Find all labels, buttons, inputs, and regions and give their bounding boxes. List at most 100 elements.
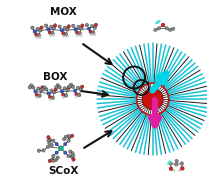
- Circle shape: [37, 34, 41, 37]
- Circle shape: [71, 24, 75, 27]
- Circle shape: [54, 88, 57, 91]
- Circle shape: [71, 134, 74, 138]
- Circle shape: [49, 34, 51, 36]
- Circle shape: [64, 33, 68, 36]
- Circle shape: [79, 88, 82, 91]
- Circle shape: [40, 26, 43, 29]
- Circle shape: [62, 32, 65, 35]
- Circle shape: [55, 86, 58, 89]
- Circle shape: [28, 86, 32, 89]
- Circle shape: [62, 96, 65, 98]
- Circle shape: [50, 25, 53, 29]
- Circle shape: [60, 29, 64, 32]
- Circle shape: [180, 162, 184, 165]
- Circle shape: [75, 93, 78, 96]
- Circle shape: [75, 95, 78, 98]
- Circle shape: [44, 24, 48, 27]
- Circle shape: [50, 143, 53, 147]
- Circle shape: [179, 169, 181, 171]
- Circle shape: [31, 26, 34, 29]
- Circle shape: [43, 86, 46, 89]
- Circle shape: [55, 142, 58, 146]
- Circle shape: [74, 28, 77, 31]
- Circle shape: [37, 87, 40, 90]
- Circle shape: [71, 85, 75, 88]
- Circle shape: [51, 32, 54, 35]
- Circle shape: [77, 25, 80, 29]
- Text: MOX: MOX: [50, 7, 77, 17]
- Circle shape: [71, 152, 74, 155]
- Circle shape: [90, 33, 92, 36]
- Circle shape: [64, 151, 67, 154]
- Circle shape: [73, 89, 77, 93]
- Circle shape: [85, 23, 88, 27]
- Circle shape: [81, 24, 84, 27]
- Circle shape: [45, 88, 48, 91]
- Circle shape: [34, 33, 38, 36]
- Circle shape: [47, 136, 50, 139]
- Circle shape: [80, 34, 82, 36]
- Circle shape: [49, 98, 51, 100]
- Circle shape: [52, 27, 56, 30]
- Circle shape: [60, 90, 64, 93]
- Text: SCoX: SCoX: [49, 166, 79, 176]
- Circle shape: [94, 23, 98, 26]
- Circle shape: [52, 159, 55, 162]
- Circle shape: [63, 26, 67, 29]
- Circle shape: [48, 31, 52, 34]
- Circle shape: [80, 85, 84, 88]
- Circle shape: [157, 27, 161, 30]
- Circle shape: [172, 27, 175, 30]
- Circle shape: [68, 85, 71, 88]
- Circle shape: [42, 149, 45, 152]
- Circle shape: [174, 163, 178, 166]
- Circle shape: [67, 134, 70, 138]
- Circle shape: [154, 28, 157, 32]
- Circle shape: [30, 84, 33, 87]
- Circle shape: [56, 156, 60, 159]
- Circle shape: [64, 142, 67, 146]
- Circle shape: [41, 86, 44, 89]
- Circle shape: [161, 23, 165, 27]
- Circle shape: [34, 90, 37, 93]
- Circle shape: [64, 135, 68, 139]
- Circle shape: [97, 43, 208, 155]
- Circle shape: [78, 32, 81, 35]
- Circle shape: [76, 34, 79, 36]
- Circle shape: [63, 87, 67, 90]
- Circle shape: [52, 139, 55, 143]
- Circle shape: [92, 31, 95, 34]
- Circle shape: [69, 150, 72, 153]
- Circle shape: [67, 86, 71, 89]
- Circle shape: [41, 88, 45, 91]
- Text: BOX: BOX: [43, 72, 67, 81]
- Circle shape: [68, 136, 71, 139]
- Circle shape: [62, 137, 66, 141]
- Circle shape: [72, 154, 75, 158]
- Circle shape: [80, 27, 83, 30]
- Circle shape: [48, 159, 52, 163]
- Circle shape: [39, 29, 42, 32]
- Circle shape: [50, 89, 53, 92]
- Circle shape: [67, 154, 70, 158]
- Circle shape: [58, 146, 63, 151]
- Circle shape: [142, 89, 163, 110]
- Circle shape: [71, 155, 74, 159]
- Circle shape: [37, 149, 41, 153]
- Circle shape: [66, 35, 68, 37]
- Circle shape: [39, 88, 43, 92]
- Circle shape: [72, 158, 75, 161]
- Circle shape: [175, 159, 178, 163]
- Circle shape: [66, 88, 69, 92]
- Circle shape: [51, 158, 54, 161]
- Circle shape: [35, 36, 38, 38]
- Circle shape: [48, 95, 52, 99]
- Circle shape: [52, 34, 55, 36]
- Circle shape: [32, 86, 35, 89]
- Circle shape: [52, 154, 55, 158]
- Circle shape: [54, 158, 58, 162]
- Circle shape: [35, 93, 39, 97]
- Circle shape: [47, 92, 50, 95]
- Circle shape: [67, 25, 70, 28]
- Circle shape: [75, 31, 79, 34]
